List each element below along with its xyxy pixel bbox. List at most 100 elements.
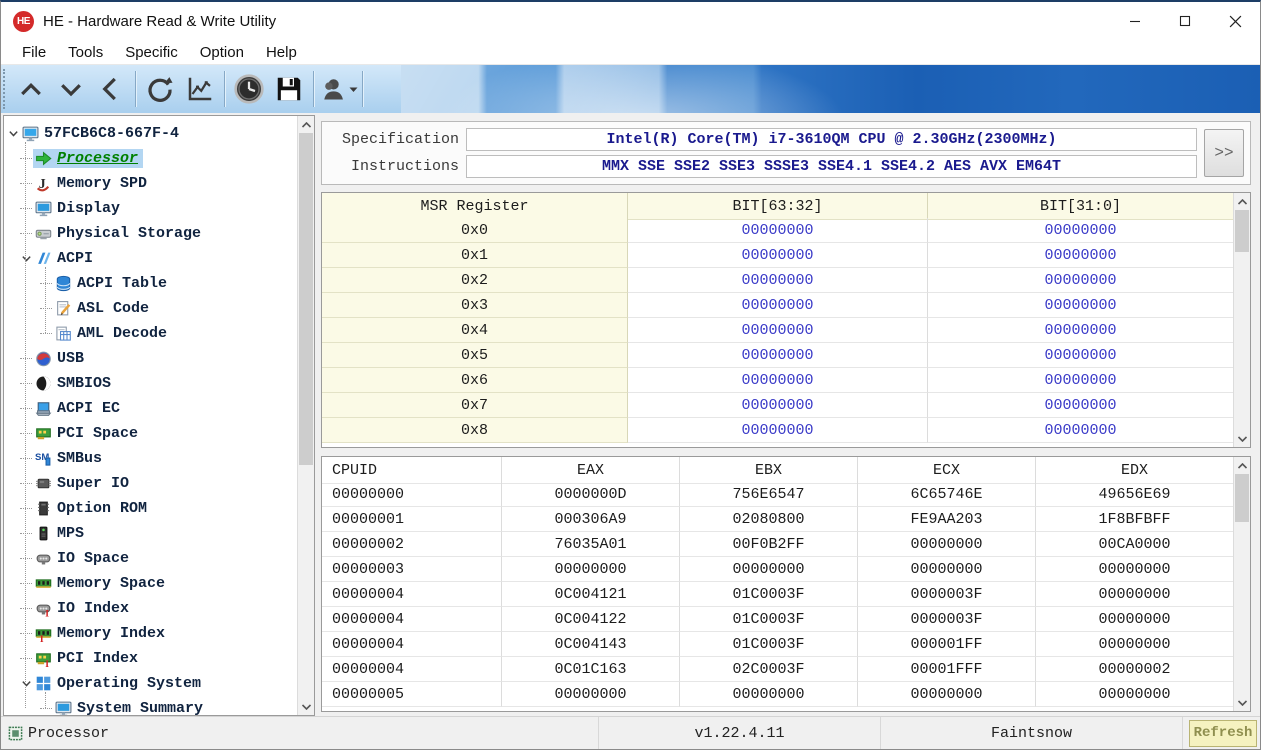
tree-node[interactable]: Operating System: [33, 674, 206, 693]
tree-item-aml-decode[interactable]: AML Decode: [4, 321, 297, 346]
tree-node[interactable]: I Memory Index: [33, 624, 170, 643]
msr-cell[interactable]: 00000000: [928, 368, 1233, 393]
msr-cell[interactable]: 0x3: [322, 293, 628, 318]
cpuid-cell[interactable]: 000001FF: [858, 632, 1036, 657]
msr-cell[interactable]: 00000000: [628, 418, 928, 443]
scroll-up-icon[interactable]: [1234, 457, 1250, 474]
tree-item-asl-code[interactable]: ASL Code: [4, 296, 297, 321]
tree-item-memory-space[interactable]: Memory Space: [4, 571, 297, 596]
cpuid-cell[interactable]: 00000000: [502, 557, 680, 582]
tree-item-io-index[interactable]: I IO Index: [4, 596, 297, 621]
tree-node[interactable]: USB: [33, 349, 89, 368]
msr-cell[interactable]: 00000000: [928, 268, 1233, 293]
tree-node[interactable]: Option ROM: [33, 499, 152, 518]
cpuid-cell[interactable]: 00000004: [322, 632, 502, 657]
msr-cell[interactable]: 00000000: [628, 318, 928, 343]
tree-node[interactable]: ACPI EC: [33, 399, 125, 418]
scrollbar-thumb[interactable]: [1235, 474, 1249, 522]
tree-node[interactable]: Display: [33, 199, 125, 218]
msr-cell[interactable]: 0x6: [322, 368, 628, 393]
scrollbar-thumb[interactable]: [299, 133, 313, 465]
expander-toggle[interactable]: [20, 677, 33, 690]
refresh-button[interactable]: [140, 69, 180, 109]
cpuid-cell[interactable]: 0C004122: [502, 607, 680, 632]
tree-item-physical-storage[interactable]: Physical Storage: [4, 221, 297, 246]
tree-item-usb[interactable]: USB: [4, 346, 297, 371]
cpuid-cell[interactable]: 000306A9: [502, 507, 680, 532]
tree-node[interactable]: SMBIOS: [33, 374, 116, 393]
toolbar-gripper[interactable]: [3, 69, 11, 109]
tree-node[interactable]: SM SMBus: [33, 449, 107, 468]
cpuid-cell[interactable]: 00000000: [502, 682, 680, 707]
cpuid-cell[interactable]: 0C004121: [502, 582, 680, 607]
msr-cell[interactable]: 00000000: [628, 343, 928, 368]
msr-cell[interactable]: 0x4: [322, 318, 628, 343]
tree-item-pci-space[interactable]: PCI Space: [4, 421, 297, 446]
msr-cell[interactable]: 00000000: [928, 218, 1233, 243]
tree-item-memory-index[interactable]: I Memory Index: [4, 621, 297, 646]
cpuid-cell[interactable]: 00000000: [1036, 582, 1233, 607]
dropdown-caret-icon[interactable]: [349, 86, 358, 93]
tree-node[interactable]: System Summary: [53, 699, 208, 715]
maximize-button[interactable]: [1160, 2, 1210, 40]
close-button[interactable]: [1210, 2, 1260, 40]
cpuid-cell[interactable]: 00000000: [858, 532, 1036, 557]
msr-cell[interactable]: 00000000: [628, 243, 928, 268]
scroll-down-icon[interactable]: [1234, 694, 1250, 711]
cpuid-cell[interactable]: 00000000: [680, 682, 858, 707]
tree-node[interactable]: Physical Storage: [33, 224, 206, 243]
msr-cell[interactable]: 0x7: [322, 393, 628, 418]
cpuid-cell[interactable]: 02C0003F: [680, 657, 858, 682]
cpuid-cell[interactable]: 00000001: [322, 507, 502, 532]
chart-button[interactable]: [180, 69, 220, 109]
tree-item-processor[interactable]: Processor: [4, 146, 297, 171]
cpuid-cell[interactable]: 02080800: [680, 507, 858, 532]
tree-node[interactable]: 57FCB6C8-667F-4: [20, 124, 184, 143]
cpuid-cell[interactable]: 00F0B2FF: [680, 532, 858, 557]
menu-item-tools[interactable]: Tools: [68, 43, 104, 61]
msr-cell[interactable]: 0x2: [322, 268, 628, 293]
tree-item-io-space[interactable]: IO Space: [4, 546, 297, 571]
tree-item-display[interactable]: Display: [4, 196, 297, 221]
menu-item-option[interactable]: Option: [199, 43, 244, 61]
tree-item-acpi[interactable]: ACPI: [4, 246, 297, 271]
scroll-up-icon[interactable]: [1234, 193, 1250, 210]
cpuid-cell[interactable]: 00000000: [1036, 557, 1233, 582]
msr-cell[interactable]: 00000000: [928, 318, 1233, 343]
msr-cell[interactable]: 0x0: [322, 218, 628, 243]
nav-up-button[interactable]: [11, 69, 51, 109]
scroll-down-icon[interactable]: [1234, 430, 1250, 447]
scroll-up-icon[interactable]: [298, 116, 314, 133]
scrollbar-thumb[interactable]: [1235, 210, 1249, 252]
msr-cell[interactable]: 0x5: [322, 343, 628, 368]
msr-cell[interactable]: 00000000: [628, 393, 928, 418]
msr-cell[interactable]: 00000000: [628, 218, 928, 243]
tree-node[interactable]: I PCI Index: [33, 649, 143, 668]
cpuid-cell[interactable]: 00CA0000: [1036, 532, 1233, 557]
msr-cell[interactable]: 00000000: [928, 243, 1233, 268]
tree-node[interactable]: Processor: [33, 149, 144, 168]
cpuid-cell[interactable]: 00000003: [322, 557, 502, 582]
nav-back-button[interactable]: [91, 69, 131, 109]
expander-toggle[interactable]: [7, 127, 20, 140]
cpuid-cell[interactable]: 00000000: [680, 557, 858, 582]
cpuid-cell[interactable]: 00000000: [1036, 607, 1233, 632]
nav-down-button[interactable]: [51, 69, 91, 109]
menu-item-file[interactable]: File: [22, 43, 47, 61]
cpuid-cell[interactable]: 0000000D: [502, 482, 680, 507]
tree-node[interactable]: J Memory SPD: [33, 174, 152, 193]
cpuid-cell[interactable]: 49656E69: [1036, 482, 1233, 507]
msr-scrollbar[interactable]: [1233, 193, 1250, 447]
msr-cell[interactable]: 00000000: [928, 293, 1233, 318]
tree-item-mps[interactable]: MPS: [4, 521, 297, 546]
sidebar-scrollbar[interactable]: [297, 116, 314, 715]
tree-node[interactable]: Super IO: [33, 474, 134, 493]
cpuid-cell[interactable]: 00000000: [858, 682, 1036, 707]
cpuid-cell[interactable]: 01C0003F: [680, 582, 858, 607]
menu-item-help[interactable]: Help: [265, 43, 297, 61]
msr-cell[interactable]: 0x8: [322, 418, 628, 443]
cpuid-cell[interactable]: 00000004: [322, 657, 502, 682]
cpuid-cell[interactable]: 756E6547: [680, 482, 858, 507]
tree-item-acpi-ec[interactable]: ACPI EC: [4, 396, 297, 421]
cpuid-cell[interactable]: 00000000: [1036, 632, 1233, 657]
